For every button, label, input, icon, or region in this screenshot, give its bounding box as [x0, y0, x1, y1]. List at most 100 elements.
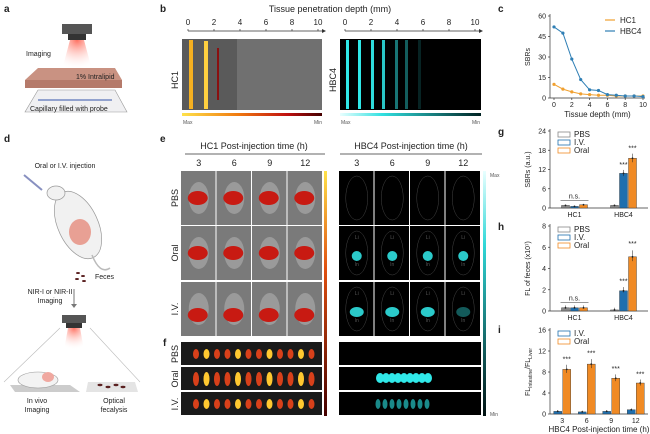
- hbc4-capillary-line: [395, 40, 398, 109]
- depth-tick-label: 8: [290, 18, 295, 27]
- panel-a: a Imaging 1% Intralipid Capillary filled…: [4, 4, 128, 113]
- data-dot: [614, 377, 617, 380]
- hc1-time-title: HC1 Post-injection time (h): [200, 141, 308, 151]
- data-point: [588, 92, 592, 97]
- feces-spot: [266, 349, 273, 359]
- fluorescence-signal: [294, 191, 315, 205]
- hbc4-vertical-colorbar: [483, 171, 486, 416]
- y-axis-label-part: Liver: [528, 348, 534, 359]
- hbc4-time-label: 3: [354, 158, 359, 168]
- organ-label-intestine: In: [426, 318, 430, 324]
- feces-label: Feces: [95, 274, 115, 281]
- feces-spot: [214, 372, 220, 386]
- feces-spot: [256, 372, 262, 386]
- feces-signal: [418, 373, 426, 383]
- feces-row-label: PBS: [170, 345, 180, 363]
- feces-spot: [308, 372, 315, 386]
- organ-label-intestine: In: [390, 262, 394, 268]
- hbc4-capillary-image: [340, 39, 481, 110]
- feces-spot: [214, 349, 220, 359]
- y-axis-label-part: FL: [525, 388, 532, 396]
- organ-label-liver: Li: [461, 235, 465, 241]
- panel-d: d Oral or I.V. injection Feces NIR-I or …: [3, 134, 141, 414]
- y-axis-label-part: Intestine: [528, 369, 534, 388]
- significance-stars: ***: [619, 162, 627, 169]
- y-tick-label: 16: [538, 328, 546, 335]
- feces-spot: [266, 399, 273, 409]
- data-point: [641, 95, 645, 99]
- data-point: [605, 92, 610, 97]
- x-tick-label: 6: [605, 102, 609, 109]
- feces-spot: [224, 349, 231, 359]
- hbc4-colorbar: [340, 113, 481, 116]
- fluorescence-signal: [349, 307, 364, 317]
- data-dot: [564, 204, 567, 207]
- hc1-time-label: 6: [232, 158, 237, 168]
- arrow-icon: [479, 29, 483, 33]
- panel-b: b Tissue penetration depth (mm) 0 2 4 6 8 10 0…: [160, 4, 483, 126]
- data-dot: [573, 306, 576, 309]
- bar-oral: [587, 363, 596, 415]
- data-dot: [573, 205, 576, 208]
- hbc4-capillary-line: [382, 40, 385, 109]
- feces-spot: [277, 372, 283, 386]
- legend-swatch: [557, 338, 571, 345]
- x-tick-label: 0: [552, 102, 556, 109]
- organ-label-intestine: In: [461, 262, 465, 268]
- data-dot: [565, 368, 568, 371]
- data-point: [552, 25, 556, 29]
- y-tick-label: 15: [538, 75, 546, 82]
- data-point: [614, 93, 618, 97]
- hc1-time-label: 9: [267, 158, 272, 168]
- data-point: [570, 57, 574, 61]
- mouse-outline: [416, 286, 439, 332]
- hc1-feces-image: [181, 392, 322, 415]
- x-tick-label: 3: [560, 418, 564, 425]
- legend-entry: PBS: [574, 130, 590, 139]
- depth-tick-label: 10: [314, 18, 323, 27]
- data-dot: [582, 203, 585, 206]
- y-tick-label: 30: [538, 55, 546, 62]
- significance-label: n.s.: [569, 296, 580, 303]
- fluorescence-signal: [385, 307, 400, 317]
- fluorescence-signal: [223, 191, 244, 205]
- panel-label-e: e: [160, 134, 166, 145]
- bar-oral: [611, 378, 620, 415]
- data-point: [570, 90, 574, 94]
- legend-entry: I.V.: [574, 329, 585, 338]
- data-point: [623, 94, 627, 98]
- feces-signal: [410, 399, 416, 409]
- feces-spot: [287, 349, 294, 359]
- legend-entry: HC1: [620, 16, 637, 25]
- depth-tick-label: 0: [343, 18, 348, 27]
- organ-label-intestine: In: [461, 318, 465, 324]
- y-axis-label: SBRs: [525, 48, 532, 66]
- y-tick-label: 0: [542, 96, 546, 103]
- fluorescence-signal: [458, 251, 469, 261]
- x-tick-label: HBC4: [614, 212, 633, 219]
- feces-spot: [298, 372, 304, 386]
- colorbar-min: Min: [314, 120, 322, 126]
- depth-axis-title: Tissue penetration depth (mm): [269, 4, 391, 14]
- data-point: [588, 88, 592, 92]
- hbc4-capillary-line: [346, 40, 349, 109]
- fluorescence-signal: [223, 308, 244, 322]
- data-dot: [581, 411, 584, 413]
- x-tick-label: 2: [570, 102, 574, 109]
- organ-label-liver: Li: [461, 291, 465, 297]
- panel-label-i: i: [498, 325, 501, 336]
- fluorescence-signal: [223, 246, 244, 260]
- feces-spot: [266, 372, 273, 386]
- depth-tick-label: 6: [264, 18, 269, 27]
- mouse-outline: [345, 175, 368, 221]
- row-label: I.V.: [170, 303, 180, 316]
- panel-label-f: f: [163, 338, 167, 349]
- feces-spot: [235, 399, 241, 409]
- x-axis-label: Tissue depth (mm): [564, 110, 631, 119]
- mouse-outline: [345, 230, 368, 276]
- depth-tick-label: 10: [471, 18, 480, 27]
- feces-spot: [256, 399, 262, 409]
- hbc4-time-label: 6: [390, 158, 395, 168]
- syringe-icon: [23, 174, 43, 191]
- data-point: [596, 93, 601, 97]
